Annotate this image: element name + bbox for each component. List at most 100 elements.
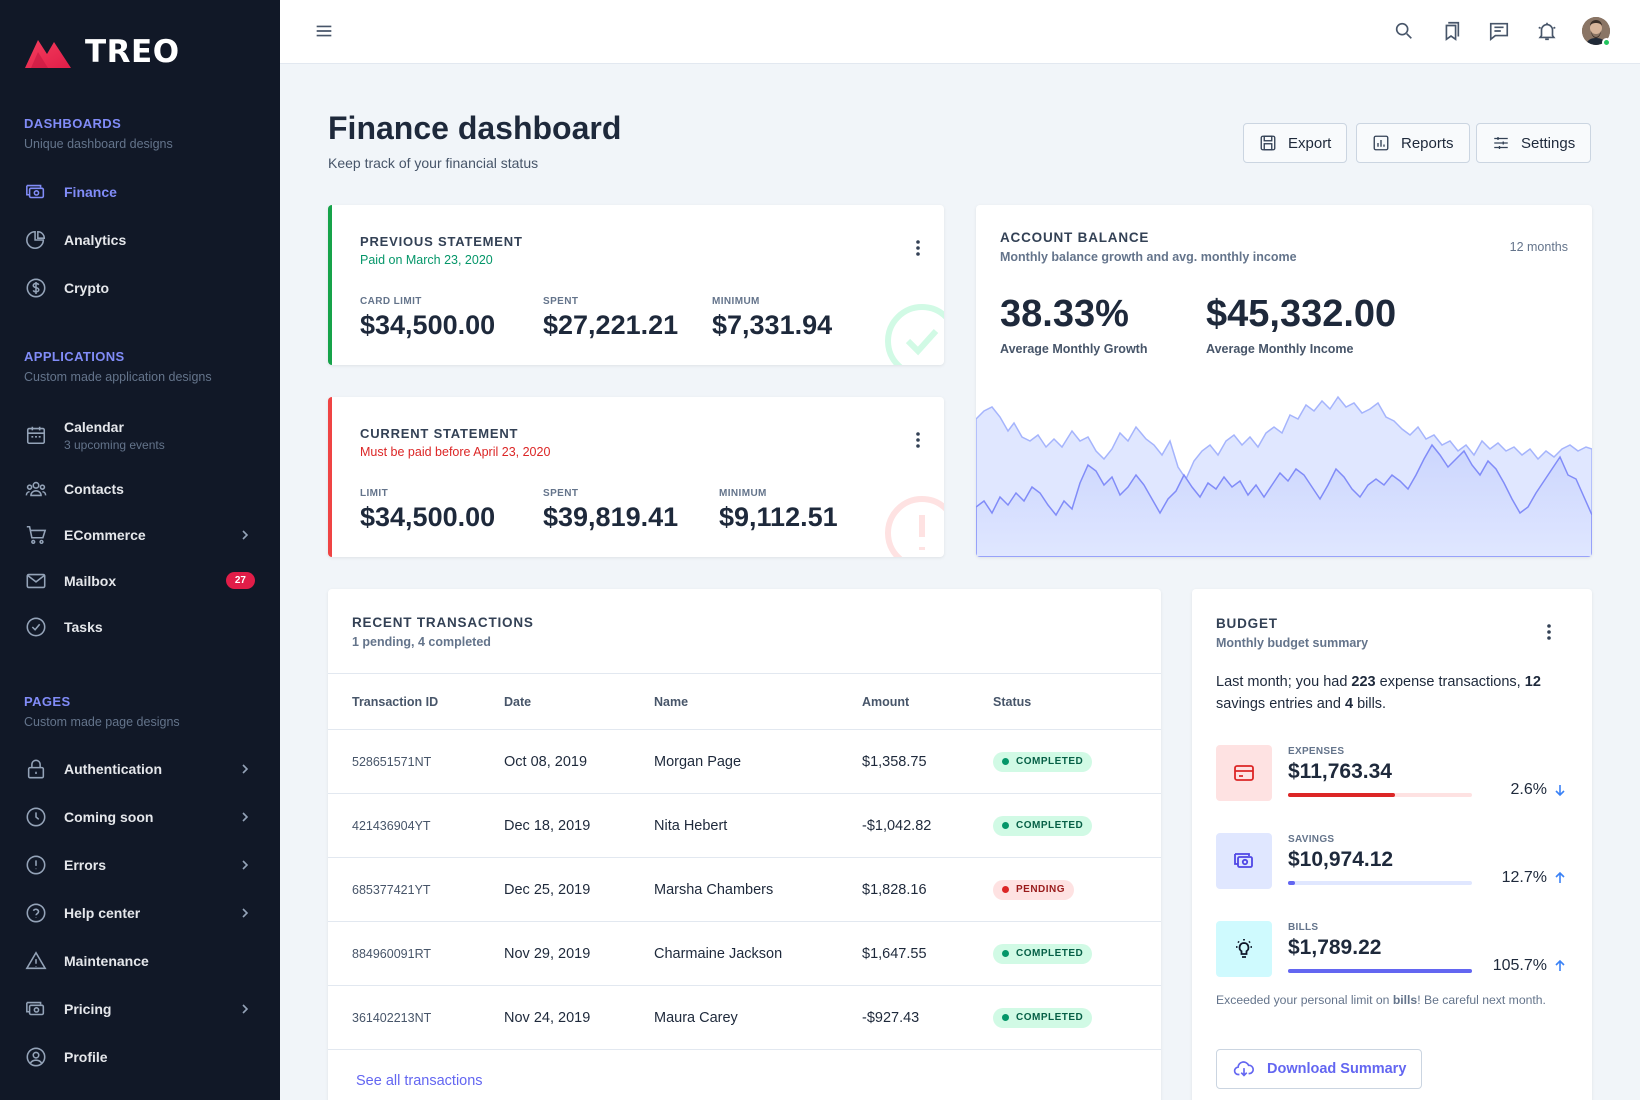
status-text: PENDING — [1016, 884, 1066, 895]
savings-icon-box — [1216, 833, 1272, 889]
transaction-amount: -$927.43 — [862, 985, 993, 1050]
sidebar-item-profile[interactable]: Profile — [0, 1034, 280, 1080]
sidebar-item-label: Authentication — [64, 761, 162, 777]
transaction-id: 884960091RT — [328, 921, 504, 986]
sidebar-item-coming-soon[interactable]: Coming soon — [0, 794, 280, 840]
account-balance-card: ACCOUNT BALANCE Monthly balance growth a… — [976, 205, 1592, 557]
column-header[interactable]: Date — [504, 673, 654, 730]
budget-card: BUDGET Monthly budget summary Last month… — [1192, 589, 1592, 1100]
sidebar-item-help-center[interactable]: Help center — [0, 890, 280, 936]
more-vertical-icon[interactable] — [1539, 622, 1559, 642]
nav-section-dashboards: DASHBOARDS Unique dashboard designs — [24, 116, 173, 151]
transaction-date: Dec 18, 2019 — [504, 793, 654, 858]
transaction-date: Nov 29, 2019 — [504, 921, 654, 986]
cash-icon — [25, 998, 47, 1020]
bills-percent-value: 105.7% — [1492, 957, 1547, 974]
sidebar-item-contacts[interactable]: Contacts — [0, 466, 280, 512]
sidebar-item-pricing[interactable]: Pricing — [0, 986, 280, 1032]
note-bold: bills — [1392, 993, 1418, 1007]
column-header[interactable]: Name — [654, 673, 862, 730]
transaction-date: Nov 24, 2019 — [504, 985, 654, 1050]
status-badge: PENDING — [993, 879, 1075, 900]
more-vertical-icon[interactable] — [908, 430, 928, 450]
account-balance-header: ACCOUNT BALANCE Monthly balance growth a… — [1000, 230, 1297, 264]
sidebar-item-crypto[interactable]: Crypto — [0, 265, 280, 311]
table-header-row: Transaction ID Date Name Amount Status — [328, 673, 1161, 730]
transaction-name: Marsha Chambers — [654, 857, 862, 922]
messages-icon[interactable] — [1486, 18, 1512, 44]
sidebar-item-maintenance[interactable]: Maintenance — [0, 938, 280, 984]
column-header[interactable]: Status — [993, 673, 1161, 730]
download-summary-label: Download Summary — [1267, 1061, 1407, 1077]
transaction-name: Morgan Page — [654, 729, 862, 794]
limit-value: $34,500.00 — [360, 502, 496, 532]
menu-icon[interactable] — [311, 18, 337, 44]
desc-text: savings entries and — [1216, 696, 1345, 712]
sidebar-item-tasks[interactable]: Tasks — [0, 604, 280, 650]
chevron-right-icon — [242, 908, 249, 918]
more-vertical-icon[interactable] — [908, 238, 928, 258]
status-badge: COMPLETED — [993, 943, 1093, 964]
sidebar-item-mailbox[interactable]: Mailbox 27 — [0, 558, 280, 604]
expense-count: 223 — [1351, 674, 1376, 690]
transaction-date: Dec 25, 2019 — [504, 857, 654, 922]
transaction-id: 528651571NT — [328, 729, 504, 794]
sidebar-item-analytics[interactable]: Analytics — [0, 217, 280, 263]
period-selector[interactable]: 12 months — [1509, 240, 1568, 254]
card-title: CURRENT STATEMENT — [360, 426, 519, 441]
bookmarks-icon[interactable] — [1438, 18, 1464, 44]
bills-progress-track — [1288, 969, 1472, 973]
card-subtitle: Monthly balance growth and avg. monthly … — [1000, 250, 1297, 264]
export-button-label: Export — [1288, 134, 1332, 152]
expenses-progress-fill — [1288, 793, 1395, 797]
column-header[interactable]: Transaction ID — [328, 673, 504, 730]
download-summary-button[interactable]: Download Summary — [1216, 1049, 1423, 1089]
card-subtitle: Paid on March 23, 2020 — [360, 253, 493, 267]
arrow-up-icon — [1555, 871, 1565, 883]
bills-label: BILLS — [1288, 922, 1319, 933]
expenses-percent-value: 2.6% — [1510, 781, 1547, 798]
income-label: Average Monthly Income — [1206, 342, 1354, 356]
status-dot — [1002, 886, 1009, 893]
bills-icon-box — [1216, 921, 1272, 977]
table-row[interactable]: 685377421YT Dec 25, 2019 Marsha Chambers… — [328, 857, 1161, 922]
transaction-name: Nita Hebert — [654, 793, 862, 858]
table-row[interactable]: 361402213NT Nov 24, 2019 Maura Carey -$9… — [328, 985, 1161, 1050]
sidebar-item-calendar[interactable]: Calendar 3 upcoming events — [0, 410, 280, 460]
export-button[interactable]: Export — [1243, 123, 1348, 163]
table-row[interactable]: 421436904YT Dec 18, 2019 Nita Hebert -$1… — [328, 793, 1161, 858]
brand[interactable]: TREO — [25, 34, 180, 70]
credit-card-icon — [1234, 765, 1254, 781]
notifications-bell-icon[interactable] — [1534, 18, 1560, 44]
table-row[interactable]: 884960091RT Nov 29, 2019 Charmaine Jacks… — [328, 921, 1161, 986]
card-title: ACCOUNT BALANCE — [1000, 230, 1150, 245]
status-badge: COMPLETED — [993, 751, 1093, 772]
nav-subheading: Unique dashboard designs — [24, 137, 173, 151]
sidebar-item-label: ECommerce — [64, 527, 146, 543]
chevron-right-icon — [242, 860, 249, 870]
transaction-amount: -$1,042.82 — [862, 793, 993, 858]
reports-button[interactable]: Reports — [1356, 123, 1470, 163]
growth-label: Average Monthly Growth — [1000, 342, 1148, 356]
sidebar-item-finance[interactable]: Finance — [0, 169, 280, 215]
note-text: ! Be careful next month. — [1417, 993, 1546, 1007]
sidebar-item-errors[interactable]: Errors — [0, 842, 280, 888]
column-header[interactable]: Amount — [862, 673, 993, 730]
spent-label: SPENT — [543, 488, 579, 499]
transaction-status-cell: PENDING — [993, 857, 1161, 922]
sidebar-item-ecommerce[interactable]: ECommerce — [0, 512, 280, 558]
search-icon[interactable] — [1391, 18, 1417, 44]
sidebar-item-label: Profile — [64, 1049, 108, 1065]
settings-button[interactable]: Settings — [1476, 123, 1592, 163]
sidebar-item-authentication[interactable]: Authentication — [0, 746, 280, 792]
see-all-transactions-link[interactable]: See all transactions — [356, 1073, 483, 1089]
transaction-amount: $1,358.75 — [862, 729, 993, 794]
transaction-amount: $1,647.55 — [862, 921, 993, 986]
sidebar-item-label: Analytics — [64, 232, 127, 248]
transaction-status-cell: COMPLETED — [993, 793, 1161, 858]
chart-pie-icon — [25, 229, 47, 251]
minimum-value: $7,331.94 — [712, 310, 833, 340]
table-row[interactable]: 528651571NT Oct 08, 2019 Morgan Page $1,… — [328, 729, 1161, 794]
expenses-percent: 2.6% — [1511, 781, 1567, 799]
status-dot — [1002, 758, 1009, 765]
